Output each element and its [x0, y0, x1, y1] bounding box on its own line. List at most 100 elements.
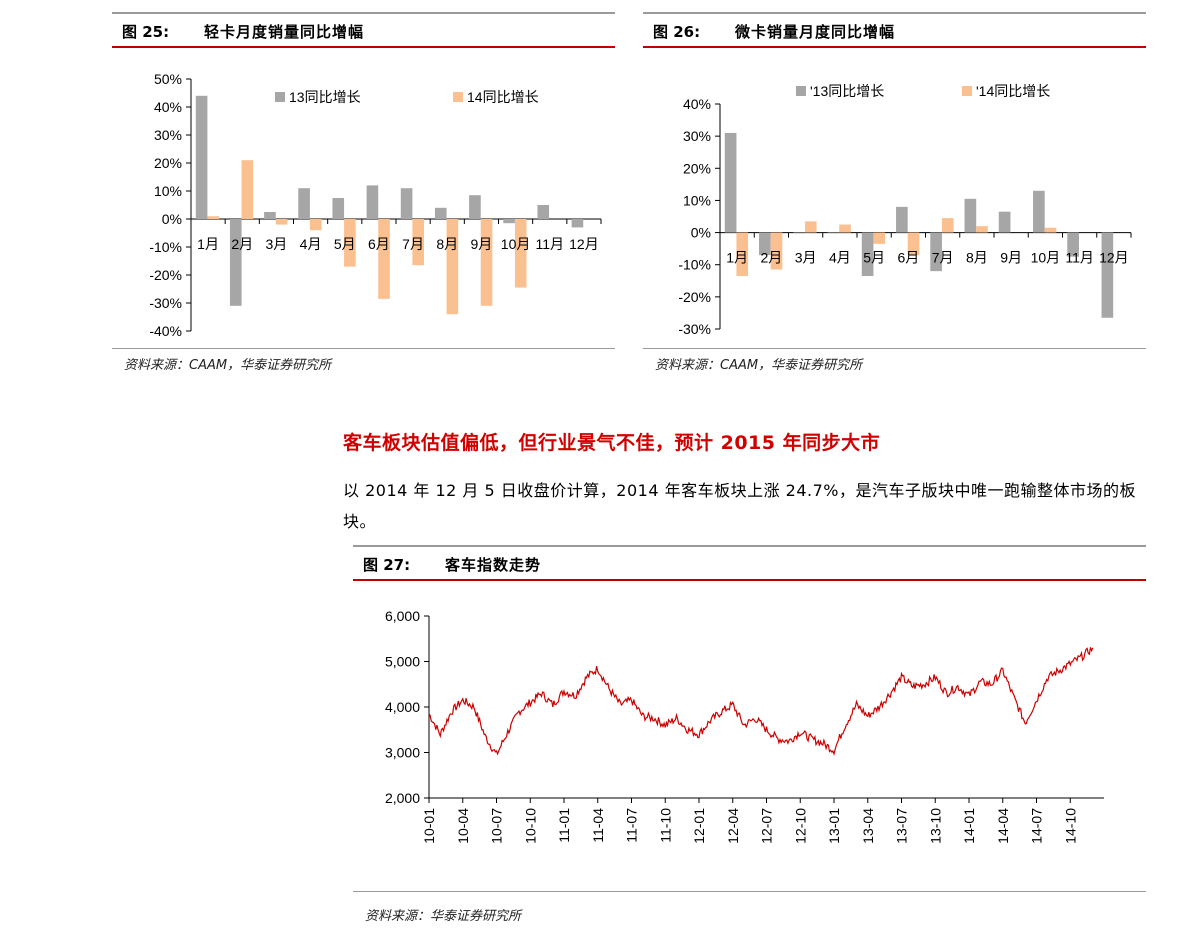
- x-tick-label: 1月: [197, 236, 219, 252]
- x-tick-label: 9月: [1000, 250, 1022, 266]
- source-divider: [112, 348, 615, 349]
- y-tick-label: -30%: [149, 295, 182, 311]
- y-tick-label: 3,000: [385, 745, 420, 761]
- bar: [400, 188, 413, 219]
- bar: [804, 221, 817, 233]
- bar: [366, 185, 379, 219]
- bar: [446, 219, 459, 315]
- figure-26: 图 26: 微卡销量月度同比增幅 40% 30% 20% 10% 0% -10% -20% -…: [643, 12, 1146, 382]
- x-tick-label: 12-01: [691, 808, 707, 844]
- figure-25: 图 25: 轻卡月度销量同比增幅 50% 40% 30% 20% 10% 0% -10% -2…: [112, 12, 615, 382]
- source-divider: [643, 348, 1146, 349]
- y-tick-label: 0%: [691, 225, 711, 241]
- y-tick-label: -10%: [678, 257, 711, 273]
- y-tick-label: 20%: [683, 160, 711, 176]
- chart-light-truck-yoy: 50% 40% 30% 20% 10% 0% -10% -20% -30% -40% 1月 2月 3月 4…: [149, 71, 602, 339]
- x-tick-label: 5月: [334, 236, 356, 252]
- bar: [964, 198, 977, 233]
- bar: [793, 232, 805, 234]
- x-tick-label: 13-10: [927, 808, 943, 844]
- x-tick-label: 11-04: [590, 808, 606, 843]
- y-tick-label: 4,000: [385, 699, 420, 715]
- x-tick-label: 14-04: [995, 808, 1011, 844]
- x-tick-label: 11月: [1065, 250, 1094, 266]
- y-tick-label: 30%: [683, 128, 711, 144]
- x-tick-label: 12月: [569, 236, 599, 252]
- source-note: 资料来源：华泰证券研究所: [365, 909, 522, 924]
- bar: [332, 198, 345, 219]
- y-tick-label: 10%: [683, 192, 711, 208]
- y-tick-label: 6,000: [385, 608, 420, 624]
- x-tick-label: 9月: [471, 236, 493, 252]
- figure-number: 图 27:: [363, 556, 411, 574]
- legend-label: '14同比增长: [976, 83, 1050, 99]
- bar: [537, 205, 550, 219]
- section-headline: 客车板块估值偏低，但行业景气不佳，预计 2015 年同步大市: [343, 432, 881, 454]
- bar: [998, 211, 1011, 233]
- y-tick-label: 40%: [154, 99, 182, 115]
- x-tick-label: 7月: [402, 236, 424, 252]
- y-tick-label: 10%: [154, 183, 182, 199]
- x-tick-label: 1月: [726, 250, 748, 266]
- bar: [571, 219, 584, 228]
- x-tick-label: 12-10: [792, 808, 808, 844]
- source-note: 资料来源：CAAM，华泰证券研究所: [655, 358, 863, 373]
- figure-27: 图 27: 客车指数走势 6,000 5,000 4,000 3,000 2,000 10…: [353, 545, 1146, 935]
- y-tick-label: 2,000: [385, 790, 420, 806]
- legend-label: '13同比增长: [810, 83, 884, 99]
- y-tick-label: 50%: [154, 71, 182, 87]
- y-tick-label: -10%: [149, 239, 182, 255]
- legend-label: 13同比增长: [289, 89, 361, 105]
- y-tick-label: 30%: [154, 127, 182, 143]
- x-tick-label: 8月: [966, 250, 988, 266]
- bar: [736, 232, 749, 276]
- bar: [264, 212, 276, 219]
- x-tick-label: 14-10: [1062, 808, 1078, 844]
- bar: [378, 219, 390, 299]
- figure-title: 客车指数走势: [445, 556, 542, 574]
- bar: [827, 232, 840, 234]
- x-tick-label: 10-01: [421, 808, 437, 844]
- bar: [873, 232, 886, 244]
- bar: [309, 219, 322, 231]
- figure-title: 轻卡月度销量同比增幅: [204, 23, 365, 41]
- x-tick-label: 7月: [932, 250, 954, 266]
- x-tick-label: 11-07: [624, 808, 640, 843]
- bar: [503, 219, 515, 224]
- bar: [1033, 190, 1045, 233]
- bar: [861, 232, 874, 276]
- figure-number: 图 25:: [122, 23, 170, 41]
- x-tick-label: 11-01: [556, 808, 572, 843]
- index-series-line: [428, 647, 1094, 756]
- figure-title: 微卡销量月度同比增幅: [735, 23, 896, 41]
- bar: [434, 207, 447, 219]
- x-tick-label: 13-01: [826, 808, 842, 844]
- x-tick-label: 2月: [231, 236, 253, 252]
- bar: [941, 218, 954, 233]
- bar: [412, 219, 425, 266]
- bar: [976, 226, 988, 233]
- bar: [275, 219, 288, 225]
- bar: [514, 219, 527, 288]
- figure-header: 图 26: 微卡销量月度同比增幅: [643, 12, 1146, 48]
- body-paragraph: 以 2014 年 12 月 5 日收盘价计算，2014 年客车板块上涨 24.7…: [343, 481, 1136, 531]
- bar: [344, 219, 356, 267]
- x-tick-label: 12月: [1099, 250, 1129, 266]
- bar: [896, 206, 908, 233]
- y-tick-label: 0%: [162, 211, 182, 227]
- x-tick-label: 11-10: [657, 808, 673, 843]
- x-tick-label: 12-07: [759, 808, 775, 844]
- x-tick-label: 2月: [760, 250, 782, 266]
- bar: [1044, 227, 1057, 233]
- figure-number: 图 26:: [653, 23, 701, 41]
- source-note: 资料来源：CAAM，华泰证券研究所: [124, 358, 332, 373]
- source-divider: [353, 891, 1146, 892]
- bar: [907, 232, 920, 256]
- x-tick-label: 3月: [266, 236, 288, 252]
- bar: [195, 95, 208, 219]
- x-tick-label: 10-07: [489, 808, 505, 844]
- x-tick-label: 8月: [436, 236, 458, 252]
- bar: [724, 132, 737, 233]
- x-tick-label: 13-07: [894, 808, 910, 844]
- bar: [839, 224, 851, 233]
